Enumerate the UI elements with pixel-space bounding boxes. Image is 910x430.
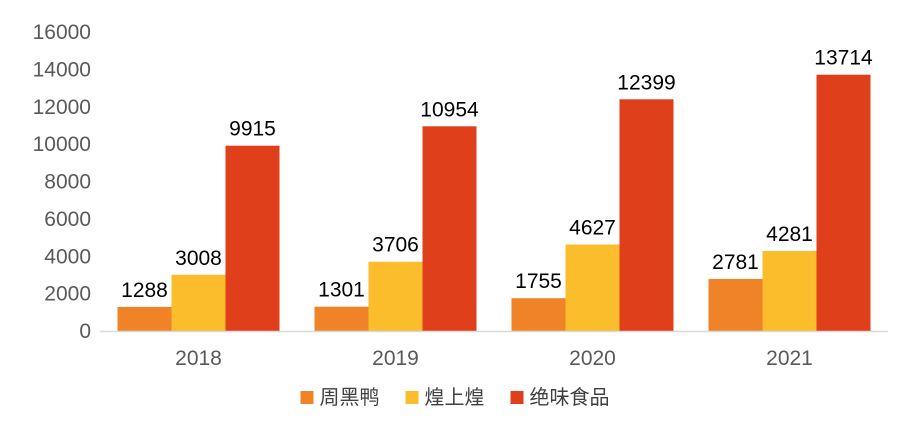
y-tick-label: 8000: [44, 171, 91, 194]
legend-label: 绝味食品: [530, 386, 610, 409]
y-tick-label: 0: [79, 320, 91, 343]
bar-2020-周黑鸭: [511, 298, 566, 331]
legend-label: 煌上煌: [425, 386, 485, 409]
data-label: 13714: [814, 47, 873, 70]
bar-2018-绝味食品: [225, 145, 280, 331]
data-label: 3706: [372, 234, 419, 257]
data-label: 10954: [420, 98, 479, 121]
data-label: 1301: [318, 279, 365, 302]
bar-2021-绝味食品: [816, 74, 871, 331]
data-label: 3008: [175, 247, 222, 270]
x-axis: 2018 2019 2020 2021: [175, 347, 813, 370]
data-label: 12399: [617, 71, 675, 94]
bar-2021-煌上煌: [762, 250, 817, 331]
x-tick-label: 2018: [175, 347, 222, 370]
bar-2018-煌上煌: [171, 274, 226, 331]
y-tick-label: 6000: [44, 208, 91, 231]
data-label: 9915: [229, 118, 276, 141]
legend: 周黑鸭 煌上煌 绝味食品: [300, 386, 610, 409]
bars: [117, 74, 871, 332]
y-tick-label: 14000: [33, 58, 91, 81]
y-tick-label: 12000: [33, 96, 91, 119]
bar-2018-周黑鸭: [117, 306, 172, 331]
y-tick-label: 10000: [33, 133, 91, 156]
data-labels: 1288 3008 9915 1301 3706 10954 1755 4627 12399 27…: [121, 47, 873, 302]
data-label: 1288: [121, 279, 168, 302]
legend-swatch-周黑鸭: [300, 391, 314, 404]
bar-2019-周黑鸭: [314, 306, 369, 331]
y-tick-label: 16000: [33, 21, 91, 44]
bar-2019-绝味食品: [422, 126, 477, 332]
data-label: 1755: [515, 270, 562, 293]
legend-swatch-绝味食品: [510, 391, 524, 404]
legend-label: 周黑鸭: [320, 386, 380, 409]
data-label: 2781: [712, 251, 759, 274]
y-tick-label: 2000: [44, 283, 91, 306]
x-tick-label: 2020: [569, 347, 616, 370]
bar-2019-煌上煌: [368, 261, 423, 331]
bar-2021-周黑鸭: [708, 279, 763, 331]
x-tick-label: 2019: [372, 347, 419, 370]
bar-2020-绝味食品: [619, 99, 674, 331]
x-tick-label: 2021: [766, 347, 813, 370]
legend-swatch-煌上煌: [405, 391, 419, 404]
y-tick-label: 4000: [44, 245, 91, 268]
bar-2020-煌上煌: [565, 244, 620, 331]
data-label: 4627: [569, 217, 616, 240]
data-label: 4281: [766, 223, 813, 246]
y-axis: 0 2000 4000 6000 8000 10000 12000 14000 16000: [33, 21, 91, 343]
